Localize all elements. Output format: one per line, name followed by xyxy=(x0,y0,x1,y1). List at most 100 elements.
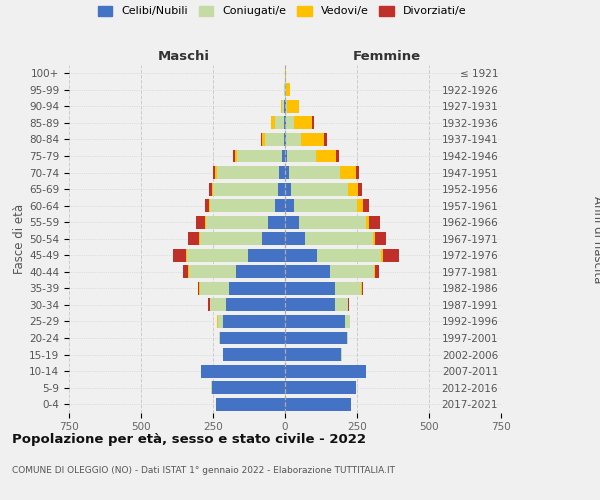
Bar xyxy=(212,381,285,394)
Bar xyxy=(223,348,285,361)
Bar xyxy=(285,348,341,361)
Bar xyxy=(198,282,199,295)
Bar xyxy=(248,249,285,262)
Bar xyxy=(287,100,299,113)
Bar xyxy=(238,150,282,162)
Bar xyxy=(291,182,349,196)
Bar xyxy=(285,199,293,212)
Bar xyxy=(262,133,265,146)
Bar xyxy=(279,166,285,179)
Bar xyxy=(281,100,282,113)
Bar xyxy=(218,315,223,328)
Bar xyxy=(200,232,262,245)
Bar xyxy=(205,199,209,212)
Bar xyxy=(317,249,382,262)
Bar xyxy=(285,232,305,245)
Bar xyxy=(205,216,206,228)
Bar xyxy=(210,298,226,312)
Bar xyxy=(282,150,285,162)
Bar xyxy=(261,133,262,146)
Bar xyxy=(286,84,290,96)
Bar xyxy=(210,199,275,212)
Text: Anni di nascita: Anni di nascita xyxy=(590,196,600,284)
Bar xyxy=(368,216,380,228)
Bar xyxy=(293,199,357,212)
Bar xyxy=(286,100,287,113)
Y-axis label: Fasce di età: Fasce di età xyxy=(13,204,26,274)
Bar xyxy=(209,182,212,196)
Bar xyxy=(184,266,188,278)
Bar xyxy=(346,315,350,328)
Bar xyxy=(284,133,285,146)
Bar xyxy=(356,166,359,179)
Bar xyxy=(335,298,349,312)
Bar xyxy=(206,216,268,228)
Bar xyxy=(285,216,299,228)
Bar xyxy=(217,166,279,179)
Bar xyxy=(215,166,217,179)
Bar xyxy=(363,199,368,212)
Bar xyxy=(362,282,364,295)
Text: COMUNE DI OLEGGIO (NO) - Dati ISTAT 1° gennaio 2022 - Elaborazione TUTTITALIA.IT: COMUNE DI OLEGGIO (NO) - Dati ISTAT 1° g… xyxy=(12,466,395,475)
Bar xyxy=(285,298,335,312)
Bar xyxy=(262,232,285,245)
Bar xyxy=(285,364,365,378)
Bar xyxy=(293,116,313,130)
Bar xyxy=(358,182,362,196)
Bar xyxy=(213,166,215,179)
Legend: Celibi/Nubili, Coniugati/e, Vedovi/e, Divorziati/e: Celibi/Nubili, Coniugati/e, Vedovi/e, Di… xyxy=(98,6,466,16)
Bar xyxy=(374,266,375,278)
Bar xyxy=(340,166,356,179)
Bar xyxy=(282,100,284,113)
Bar xyxy=(285,150,287,162)
Text: Popolazione per età, sesso e stato civile - 2022: Popolazione per età, sesso e stato civil… xyxy=(12,432,366,446)
Bar xyxy=(335,282,361,295)
Bar xyxy=(188,232,199,245)
Bar xyxy=(285,398,351,410)
Bar xyxy=(233,150,235,162)
Bar xyxy=(173,249,185,262)
Bar xyxy=(285,332,347,344)
Bar xyxy=(305,232,373,245)
Bar xyxy=(357,199,363,212)
Bar xyxy=(268,216,285,228)
Bar xyxy=(375,232,386,245)
Bar xyxy=(285,133,286,146)
Bar xyxy=(185,249,187,262)
Bar xyxy=(286,133,301,146)
Bar xyxy=(226,298,285,312)
Bar xyxy=(199,232,200,245)
Bar xyxy=(275,199,285,212)
Bar xyxy=(208,298,209,312)
Bar xyxy=(271,116,275,130)
Bar xyxy=(229,282,285,295)
Bar xyxy=(265,133,284,146)
Bar xyxy=(286,116,293,130)
Bar xyxy=(301,133,324,146)
Bar xyxy=(285,182,291,196)
Bar xyxy=(382,249,383,262)
Bar xyxy=(202,364,285,378)
Bar xyxy=(373,232,375,245)
Bar xyxy=(196,216,205,228)
Bar xyxy=(299,216,365,228)
Bar xyxy=(284,116,285,130)
Bar xyxy=(187,249,248,262)
Bar xyxy=(212,182,213,196)
Bar xyxy=(188,266,236,278)
Bar xyxy=(313,116,314,130)
Bar xyxy=(289,166,340,179)
Bar xyxy=(375,266,379,278)
Bar xyxy=(285,249,317,262)
Bar xyxy=(223,315,285,328)
Bar xyxy=(349,182,358,196)
Bar xyxy=(278,182,285,196)
Bar xyxy=(216,398,285,410)
Bar xyxy=(219,332,220,344)
Bar xyxy=(285,282,335,295)
Bar xyxy=(329,266,374,278)
Bar xyxy=(316,150,336,162)
Bar xyxy=(324,133,327,146)
Bar xyxy=(365,216,368,228)
Bar xyxy=(220,332,285,344)
